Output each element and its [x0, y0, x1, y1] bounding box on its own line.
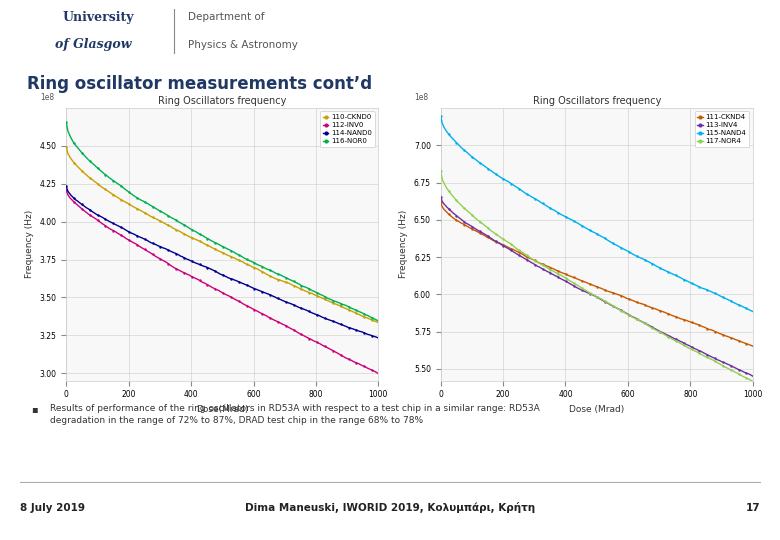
Legend: 111-CKND4, 113-INV4, 115-NAND4, 117-NOR4: 111-CKND4, 113-INV4, 115-NAND4, 117-NOR4 [694, 111, 750, 147]
Text: Ring oscillator measurements cont’d: Ring oscillator measurements cont’d [27, 75, 372, 93]
X-axis label: Dose (Mrad): Dose (Mrad) [569, 405, 624, 414]
X-axis label: Dose(Mrad): Dose(Mrad) [196, 405, 249, 414]
Text: 17: 17 [746, 503, 760, 513]
Text: University: University [62, 11, 133, 24]
Text: 1e8: 1e8 [414, 93, 428, 102]
Text: Results of performance of the ring oscillators in RD53A with respect to a test c: Results of performance of the ring oscil… [50, 403, 539, 425]
Text: ▪: ▪ [30, 403, 37, 414]
Text: RD53A measurements: RD53A measurements [473, 19, 768, 43]
Text: 🛡: 🛡 [23, 22, 35, 40]
Text: Dima Maneuski, IWORID 2019, Κολυμπάρι, Κρήτη: Dima Maneuski, IWORID 2019, Κολυμπάρι, Κ… [245, 502, 535, 514]
Title: Ring Oscillators frequency: Ring Oscillators frequency [158, 96, 286, 106]
Text: Department of: Department of [188, 12, 264, 22]
Text: 1e8: 1e8 [40, 93, 54, 102]
Title: Ring Oscillators frequency: Ring Oscillators frequency [533, 96, 661, 106]
Y-axis label: Frequency (Hz): Frequency (Hz) [399, 210, 409, 279]
Y-axis label: Frequency (Hz): Frequency (Hz) [25, 210, 34, 279]
Text: Physics & Astronomy: Physics & Astronomy [188, 40, 298, 50]
Text: of Glasgow: of Glasgow [55, 38, 132, 51]
Legend: 110-CKND0, 112-INV0, 114-NAND0, 116-NOR0: 110-CKND0, 112-INV0, 114-NAND0, 116-NOR0 [320, 111, 375, 147]
Text: 8 July 2019: 8 July 2019 [20, 503, 84, 513]
